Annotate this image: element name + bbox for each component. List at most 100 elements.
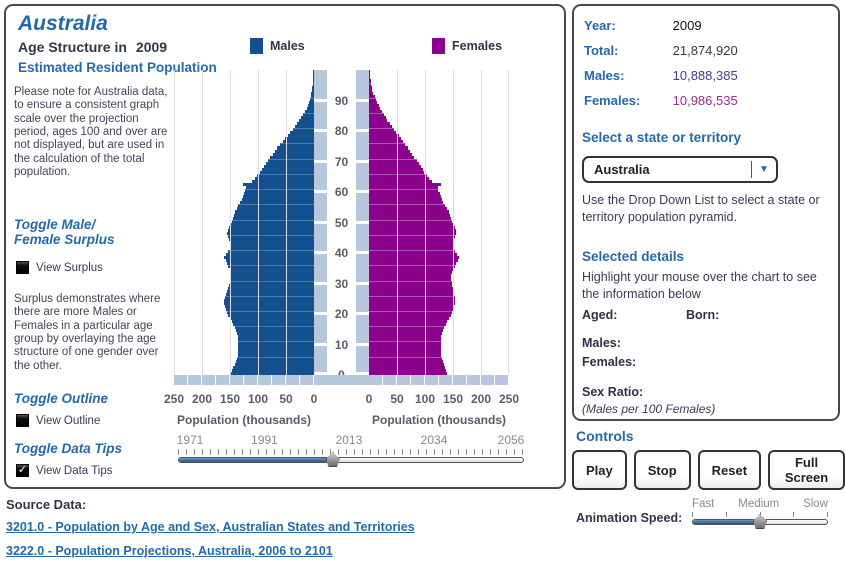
male-bar-age-43[interactable]: [230, 240, 314, 244]
female-bar-age-72[interactable]: [369, 152, 413, 156]
male-bar-age-38[interactable]: [224, 256, 314, 260]
year-slider-thumb[interactable]: [325, 452, 340, 467]
female-bar-age-20[interactable]: [369, 311, 453, 315]
female-bar-age-87[interactable]: [369, 106, 381, 110]
male-bar-age-34[interactable]: [230, 268, 314, 272]
male-bar-age-2[interactable]: [233, 365, 314, 369]
female-bar-age-25[interactable]: [369, 295, 455, 299]
male-bar-age-44[interactable]: [229, 237, 314, 241]
female-bar-age-41[interactable]: [369, 247, 454, 251]
female-bar-age-42[interactable]: [369, 243, 453, 248]
male-bar-age-5[interactable]: [237, 356, 314, 360]
view-datatips-checkbox[interactable]: ✓ View Data Tips: [16, 464, 113, 477]
view-outline-checkbox[interactable]: View Outline: [16, 414, 100, 427]
female-bar-age-74[interactable]: [369, 146, 408, 150]
male-bar-age-54[interactable]: [236, 207, 314, 211]
male-bar-age-31[interactable]: [230, 277, 314, 281]
dropdown-arrow-icon[interactable]: ▼: [759, 164, 769, 175]
female-bar-age-3[interactable]: [369, 362, 445, 366]
male-bar-age-48[interactable]: [228, 225, 314, 229]
female-bar-age-78[interactable]: [369, 134, 399, 138]
male-bar-age-14[interactable]: [236, 329, 314, 333]
speed-slider-thumb[interactable]: [753, 514, 767, 529]
female-bar-age-37[interactable]: [369, 259, 459, 263]
female-bar-age-64[interactable]: [369, 176, 429, 180]
male-bar-age-46[interactable]: [227, 231, 314, 235]
male-bar-age-71[interactable]: [270, 155, 314, 159]
female-bar-age-61[interactable]: [369, 186, 438, 190]
female-bar-age-49[interactable]: [369, 222, 454, 226]
male-bar-age-51[interactable]: [232, 216, 314, 220]
male-bar-age-87[interactable]: [306, 106, 314, 110]
female-bar-age-48[interactable]: [369, 225, 455, 229]
female-bar-age-79[interactable]: [369, 131, 397, 135]
female-bar-age-98[interactable]: [369, 73, 371, 77]
female-bar-age-40[interactable]: [369, 250, 456, 254]
female-bar-age-27[interactable]: [369, 289, 454, 293]
female-bar-age-91[interactable]: [369, 94, 375, 98]
female-bar-age-36[interactable]: [369, 262, 457, 266]
male-bar-age-49[interactable]: [230, 222, 314, 226]
male-bar-age-4[interactable]: [236, 359, 314, 363]
male-bar-age-12[interactable]: [237, 335, 314, 339]
male-bar-age-23[interactable]: [224, 301, 314, 305]
male-bar-age-37[interactable]: [225, 259, 314, 263]
male-bar-age-35[interactable]: [228, 265, 314, 269]
male-bar-age-0[interactable]: [231, 371, 314, 375]
male-bar-age-74[interactable]: [277, 146, 314, 150]
female-bar-age-19[interactable]: [369, 314, 451, 318]
female-bar-age-32[interactable]: [369, 274, 452, 278]
female-bar-age-76[interactable]: [369, 140, 404, 144]
male-bar-age-33[interactable]: [230, 271, 314, 275]
female-bar-age-93[interactable]: [369, 88, 373, 92]
male-bar-age-41[interactable]: [230, 247, 314, 251]
male-bar-age-98[interactable]: [313, 73, 314, 77]
female-bar-age-45[interactable]: [369, 234, 456, 238]
male-bar-age-17[interactable]: [231, 320, 314, 324]
male-bar-age-28[interactable]: [227, 286, 314, 290]
male-bar-age-84[interactable]: [301, 116, 314, 120]
female-bar-age-34[interactable]: [369, 268, 453, 272]
male-bar-age-82[interactable]: [297, 122, 314, 126]
female-bar-age-95[interactable]: [369, 82, 372, 86]
female-bar-age-35[interactable]: [369, 265, 455, 269]
male-bar-age-16[interactable]: [233, 323, 314, 327]
male-bar-age-19[interactable]: [228, 314, 314, 318]
male-bar-age-7[interactable]: [238, 350, 314, 354]
male-bar-age-3[interactable]: [235, 362, 314, 366]
male-bar-age-89[interactable]: [308, 100, 314, 104]
datatips-checkbox-checked-icon[interactable]: ✓: [16, 464, 29, 477]
female-bar-age-66[interactable]: [369, 170, 425, 174]
male-bar-age-60[interactable]: [245, 189, 314, 193]
state-dropdown[interactable]: Australia ▼: [582, 156, 778, 183]
female-bar-age-59[interactable]: [369, 192, 440, 196]
female-bar-age-8[interactable]: [369, 347, 441, 351]
female-bar-age-89[interactable]: [369, 100, 377, 104]
male-bar-age-92[interactable]: [311, 91, 314, 95]
female-bar-age-55[interactable]: [369, 204, 446, 208]
reset-button[interactable]: Reset: [697, 450, 762, 490]
male-bar-age-83[interactable]: [299, 119, 314, 123]
male-bar-age-99[interactable]: [313, 70, 314, 74]
female-bar-age-88[interactable]: [369, 103, 379, 107]
female-bar-age-94[interactable]: [369, 85, 372, 89]
male-bar-age-32[interactable]: [231, 274, 314, 278]
male-bar-age-18[interactable]: [230, 317, 314, 321]
female-bar-age-70[interactable]: [369, 158, 417, 162]
male-bar-age-64[interactable]: [255, 176, 314, 180]
female-bar-age-9[interactable]: [369, 344, 441, 348]
female-bar-age-77[interactable]: [369, 137, 401, 141]
male-bar-age-63[interactable]: [251, 180, 314, 184]
male-bar-age-68[interactable]: [264, 164, 314, 168]
male-bar-age-27[interactable]: [226, 289, 314, 293]
male-bar-age-40[interactable]: [228, 250, 314, 254]
female-bar-age-43[interactable]: [369, 240, 454, 244]
female-bar-age-92[interactable]: [369, 91, 374, 95]
female-bar-age-57[interactable]: [369, 198, 442, 202]
male-bar-age-57[interactable]: [241, 198, 314, 202]
female-bar-age-23[interactable]: [369, 301, 455, 305]
male-bar-age-73[interactable]: [274, 149, 314, 153]
male-bar-age-53[interactable]: [235, 210, 314, 214]
male-bar-age-21[interactable]: [225, 307, 314, 312]
female-bar-age-17[interactable]: [369, 320, 448, 324]
